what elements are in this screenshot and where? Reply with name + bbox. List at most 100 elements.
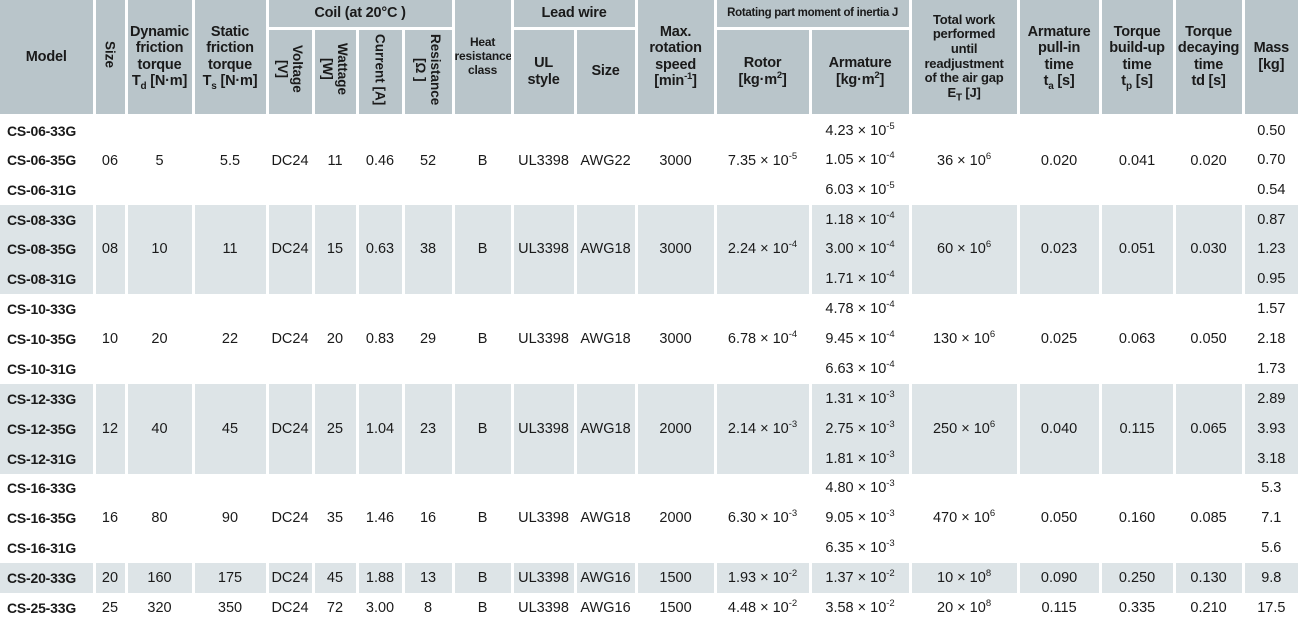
cell-total-work: 250 × 106 <box>908 383 1020 474</box>
cell-decay: 0.030 <box>1172 204 1245 295</box>
table-row: CS-12-33G 12 40 45 DC24 25 1.04 23 B UL3398 AWG18 2… <box>0 383 1298 474</box>
table-row: CS-06-31G 6.03 × 10-5 0.54 <box>0 174 1298 205</box>
cell-static-torque: 22 <box>191 294 269 384</box>
cell-armature: 1.81 × 10-3 <box>808 443 912 474</box>
cell-size: 10 <box>92 294 128 384</box>
cell-heat-class: B <box>451 204 514 295</box>
cell-armature: 1.37 × 10-2 <box>808 563 912 593</box>
col-header-wire-size: Size <box>573 28 638 117</box>
table-row: CS-16-31G 6.35 × 10-3 5.6 <box>0 533 1298 564</box>
cell-dynamic-torque: 10 <box>124 204 195 295</box>
model-group: CS-25-33G 25 320 350 DC24 72 3.00 8 B UL3398 AWG16… <box>0 593 1298 623</box>
cell-voltage: DC24 <box>265 204 315 295</box>
cell-max-speed: 3000 <box>634 294 717 384</box>
col-header-wattage: Wattage [W] <box>311 28 359 117</box>
cell-resistance: 23 <box>401 383 455 474</box>
cell-armature: 6.03 × 10-5 <box>808 174 912 205</box>
cell-wire-size: AWG18 <box>573 204 638 295</box>
col-header-current: Current [A] <box>355 28 405 117</box>
model-group: CS-10-33G 10 20 22 DC24 20 0.83 29 B UL3398 AWG18 3… <box>0 294 1298 384</box>
cell-wattage: 72 <box>311 593 359 623</box>
size-vertical-label: Size <box>102 41 118 69</box>
cell-resistance: 16 <box>401 473 455 564</box>
cell-max-speed: 3000 <box>634 204 717 295</box>
cell-build-up: 0.041 <box>1098 115 1176 205</box>
cell-wire-size: AWG16 <box>573 593 638 623</box>
cell-current: 1.88 <box>355 563 405 593</box>
cell-armature: 4.80 × 10-3 <box>808 473 912 504</box>
cell-total-work: 130 × 106 <box>908 294 1020 384</box>
table-row: CS-16-33G 16 80 90 DC24 35 1.46 16 B UL3398 AWG18 2… <box>0 473 1298 564</box>
cell-decay: 0.050 <box>1172 294 1245 384</box>
cell-static-torque: 5.5 <box>191 115 269 205</box>
cell-mass: 17.5 <box>1241 593 1298 623</box>
cell-current: 0.83 <box>355 294 405 384</box>
cell-size: 25 <box>92 593 128 623</box>
cell-mass: 7.1 <box>1241 503 1298 534</box>
col-header-rotor: Rotor [kg·m2] <box>713 28 812 117</box>
cell-model: CS-06-35G <box>0 144 96 175</box>
col-header-max-speed: Max. rotation speed [min-1] <box>634 0 717 117</box>
cell-mass: 5.6 <box>1241 533 1298 564</box>
cell-wattage: 35 <box>311 473 359 564</box>
col-header-size: Size <box>92 0 128 117</box>
cell-resistance: 8 <box>401 593 455 623</box>
cell-pull-in: 0.090 <box>1016 563 1102 593</box>
cell-voltage: DC24 <box>265 294 315 384</box>
cell-dynamic-torque: 5 <box>124 115 195 205</box>
cell-dynamic-torque: 160 <box>124 563 195 593</box>
cell-pull-in: 0.023 <box>1016 204 1102 295</box>
table-row: CS-08-35G 3.00 × 10-4 1.23 <box>0 234 1298 265</box>
table-row: CS-06-33G 06 5 5.5 DC24 11 0.46 52 B UL3398 AWG22 3… <box>0 115 1298 205</box>
cell-model: CS-10-31G <box>0 354 96 384</box>
cell-model: CS-12-33G <box>0 383 96 414</box>
cell-pull-in: 0.115 <box>1016 593 1102 623</box>
col-header-ul-style: UL style <box>510 28 577 117</box>
col-header-inertia-group: Rotating part moment of inertia J <box>713 0 912 30</box>
cell-armature: 3.00 × 10-4 <box>808 234 912 265</box>
cell-model: CS-10-35G <box>0 324 96 354</box>
cell-voltage: DC24 <box>265 563 315 593</box>
cell-build-up: 0.063 <box>1098 294 1176 384</box>
table-row: CS-10-35G 9.45 × 10-4 2.18 <box>0 324 1298 354</box>
cell-mass: 3.93 <box>1241 413 1298 444</box>
cell-heat-class: B <box>451 294 514 384</box>
cell-resistance: 52 <box>401 115 455 205</box>
cell-model: CS-12-35G <box>0 413 96 444</box>
model-group: CS-12-33G 12 40 45 DC24 25 1.04 23 B UL3398 AWG18 2… <box>0 383 1298 474</box>
cell-model: CS-25-33G <box>0 593 96 623</box>
table-row: CS-12-35G 2.75 × 10-3 3.93 <box>0 413 1298 444</box>
cell-voltage: DC24 <box>265 383 315 474</box>
cell-wattage: 45 <box>311 563 359 593</box>
cell-total-work: 20 × 108 <box>908 593 1020 623</box>
table-row: CS-12-31G 1.81 × 10-3 3.18 <box>0 443 1298 474</box>
cell-mass: 2.18 <box>1241 324 1298 354</box>
cell-size: 12 <box>92 383 128 474</box>
cell-mass: 3.18 <box>1241 443 1298 474</box>
cell-armature: 2.75 × 10-3 <box>808 413 912 444</box>
cell-current: 1.04 <box>355 383 405 474</box>
col-header-pull-in-time: Armature pull-in time ta [s] <box>1016 0 1102 117</box>
cell-mass: 0.54 <box>1241 174 1298 205</box>
cell-mass: 0.87 <box>1241 204 1298 235</box>
cell-current: 1.46 <box>355 473 405 564</box>
cell-heat-class: B <box>451 473 514 564</box>
cell-max-speed: 1500 <box>634 563 717 593</box>
cell-wattage: 11 <box>311 115 359 205</box>
col-header-resistance: Resistance [Ω ] <box>401 28 455 117</box>
cell-ul-style: UL3398 <box>510 563 577 593</box>
col-header-voltage: Voltage [V] <box>267 28 315 117</box>
cell-static-torque: 45 <box>191 383 269 474</box>
col-header-total-work: Total work performed until readjustment of t… <box>908 0 1020 117</box>
cell-total-work: 36 × 106 <box>908 115 1020 205</box>
cell-build-up: 0.335 <box>1098 593 1176 623</box>
col-header-decay-time: Torque decaying time td [s] <box>1172 0 1245 117</box>
cell-resistance: 38 <box>401 204 455 295</box>
cell-rotor: 2.24 × 10-4 <box>713 204 812 295</box>
cell-decay: 0.085 <box>1172 473 1245 564</box>
header-row-top: Model Size Dynamic friction torque Td [N·m]… <box>0 0 1298 117</box>
cell-ul-style: UL3398 <box>510 473 577 564</box>
cell-size: 16 <box>92 473 128 564</box>
cell-heat-class: B <box>451 563 514 593</box>
cell-model: CS-06-33G <box>0 115 96 145</box>
